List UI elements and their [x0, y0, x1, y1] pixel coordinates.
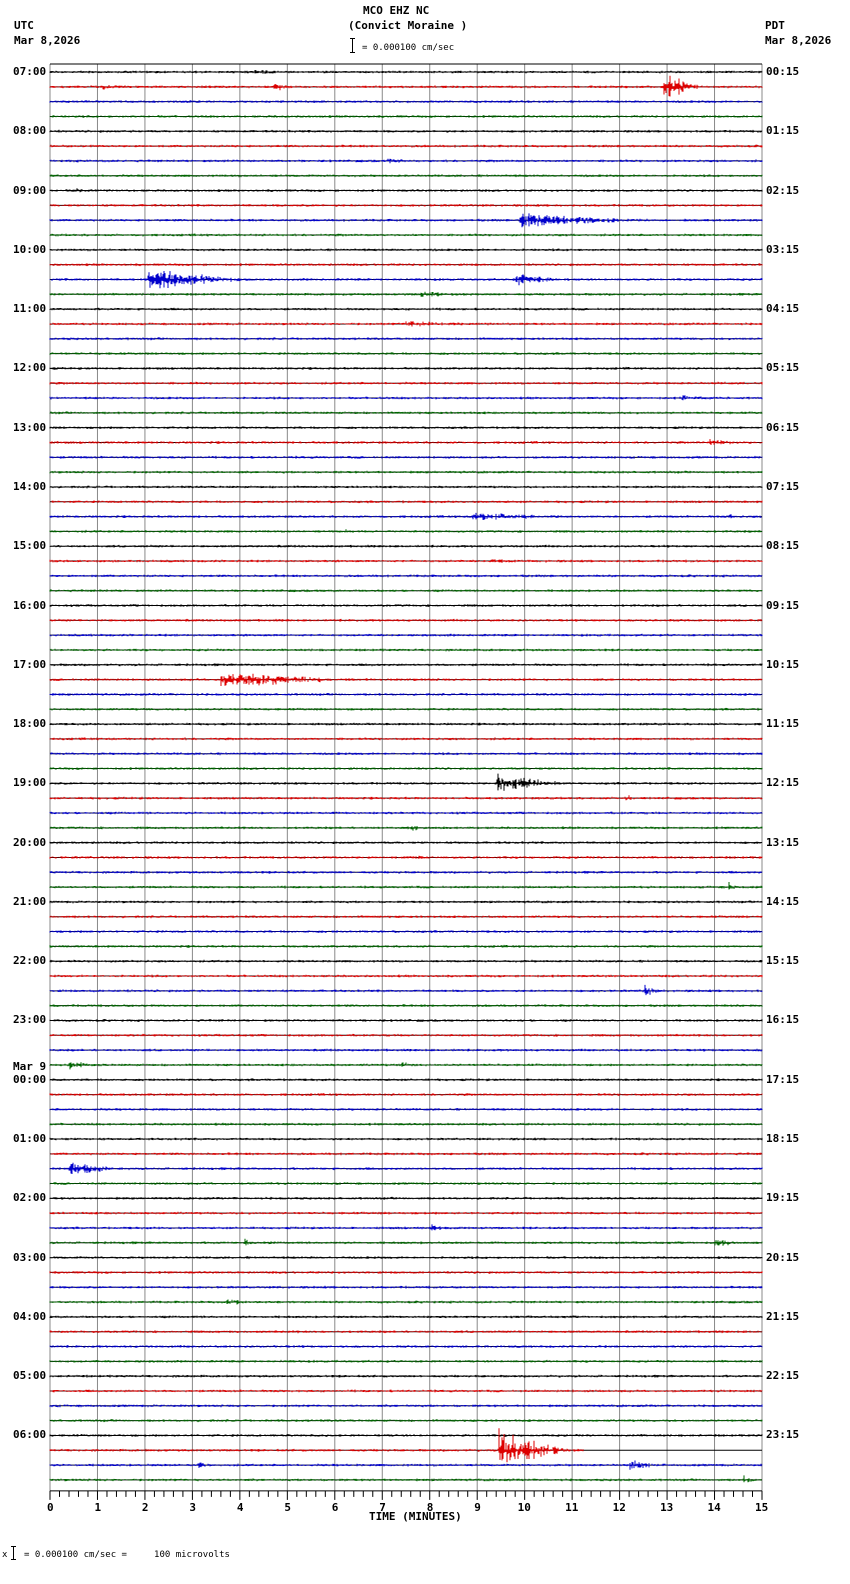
utc-hour-label: 20:00: [13, 835, 47, 849]
x-tick-label: 10: [517, 1500, 531, 1514]
pdt-hour-label: 07:15: [766, 479, 800, 493]
pdt-hour-label: 22:15: [766, 1369, 800, 1383]
x-tick-label: 6: [331, 1500, 339, 1514]
pdt-hour-label: 23:15: [766, 1428, 800, 1442]
pdt-hour-label: 16:15: [766, 1013, 800, 1027]
scale-text: = 0.000100 cm/sec: [362, 43, 455, 53]
pdt-hour-label: 04:15: [766, 302, 800, 316]
utc-hour-label: 05:00: [13, 1369, 47, 1383]
pdt-hour-label: 06:15: [766, 420, 800, 434]
utc-hour-label: 16:00: [13, 598, 47, 612]
x-tick-label: 0: [47, 1500, 54, 1514]
x-tick-label: 14: [707, 1500, 721, 1514]
x-axis-label: TIME (MINUTES): [369, 1510, 462, 1523]
station-title: MCO EHZ NC: [363, 4, 430, 17]
utc-hour-label: 15:00: [13, 539, 47, 553]
pdt-hour-label: 12:15: [766, 776, 800, 790]
utc-hour-label: 11:00: [13, 302, 47, 316]
pdt-hour-label: 00:15: [766, 65, 800, 78]
pdt-hour-label: 21:15: [766, 1309, 800, 1323]
utc-hour-label: 04:00: [13, 1309, 47, 1323]
utc-hour-label: 17:00: [13, 657, 47, 671]
utc-hour-label: 23:00: [13, 1013, 47, 1027]
pdt-hour-label: 08:15: [766, 539, 800, 553]
x-tick-label: 4: [236, 1500, 244, 1514]
pdt-hour-label: 19:15: [766, 1191, 800, 1205]
pdt-hour-label: 15:15: [766, 954, 800, 968]
pdt-hour-label: 03:15: [766, 242, 800, 256]
x-tick-label: 8: [426, 1500, 434, 1514]
utc-hour-label: 06:00: [13, 1428, 47, 1442]
x-tick-label: 2: [141, 1500, 149, 1514]
utc-hour-label: 12:00: [13, 361, 47, 375]
utc-hour-label: 21:00: [13, 894, 47, 908]
utc-hour-label: 09:00: [13, 183, 47, 197]
utc-hour-label: 07:00: [13, 65, 47, 78]
pdt-hour-label: 09:15: [766, 598, 800, 612]
x-tick-label: 12: [612, 1500, 626, 1514]
pdt-hour-label: 11:15: [766, 717, 800, 731]
utc-hour-label: 02:00: [13, 1191, 47, 1205]
pdt-hour-label: 01:15: [766, 124, 800, 138]
utc-hour-label: 14:00: [13, 479, 47, 493]
pdt-hour-label: 14:15: [766, 894, 800, 908]
pdt-hour-label: 13:15: [766, 835, 800, 849]
utc-hour-label: 10:00: [13, 242, 47, 256]
pdt-hour-label: 18:15: [766, 1132, 800, 1146]
x-tick-label: 13: [660, 1500, 674, 1514]
pdt-hour-label: 10:15: [766, 657, 800, 671]
utc-hour-label: 19:00: [13, 776, 47, 790]
x-tick-label: 9: [474, 1500, 481, 1514]
x-tick-label: 11: [565, 1500, 579, 1514]
utc-hour-label: 01:00: [13, 1132, 47, 1146]
left-timezone: UTC: [14, 19, 34, 32]
x-tick-label: 7: [379, 1500, 386, 1514]
x-tick-label: 3: [189, 1500, 197, 1514]
scale-bar-icon: [350, 38, 358, 53]
footer-prefix: x: [2, 1550, 8, 1560]
footer-scale-text: = 0.000100 cm/sec = 100 microvolts: [24, 1550, 230, 1560]
utc-hour-label: 08:00: [13, 124, 47, 138]
station-location: (Convict Moraine ): [348, 19, 468, 32]
pdt-hour-label: 20:15: [766, 1250, 800, 1264]
right-timezone: PDT: [765, 19, 785, 32]
right-date: Mar 8,2026: [765, 34, 832, 47]
utc-hour-label: 00:00: [13, 1072, 47, 1086]
footer-scale-bar-icon: [11, 1546, 19, 1560]
utc-date-label: Mar 9: [13, 1059, 47, 1073]
utc-hour-label: 18:00: [13, 717, 47, 731]
left-date: Mar 8,2026: [14, 34, 81, 47]
utc-hour-label: 03:00: [13, 1250, 47, 1264]
pdt-hour-label: 02:15: [766, 183, 800, 197]
pdt-hour-label: 17:15: [766, 1072, 800, 1086]
pdt-hour-label: 05:15: [766, 361, 800, 375]
x-tick-label: 1: [94, 1500, 102, 1514]
utc-hour-label: 13:00: [13, 420, 47, 434]
utc-hour-label: 22:00: [13, 954, 47, 968]
x-tick-label: 15: [755, 1500, 769, 1514]
x-tick-label: 5: [284, 1500, 291, 1514]
